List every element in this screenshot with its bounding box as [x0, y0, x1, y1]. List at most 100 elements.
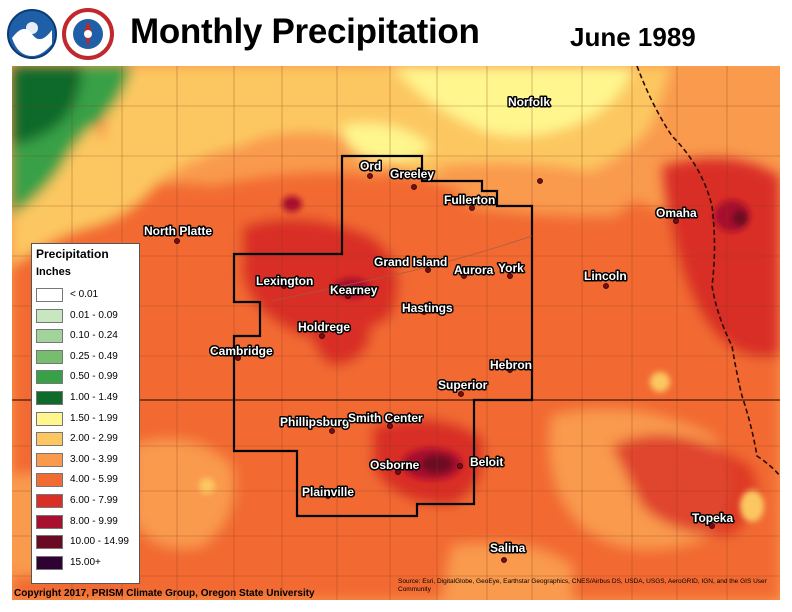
legend-swatch [36, 452, 63, 467]
city-label: Holdrege [298, 320, 350, 334]
legend-swatch [36, 432, 63, 447]
city-label: Lincoln [584, 269, 627, 283]
city-marker-icon [603, 283, 609, 289]
legend-item: 0.25 - 0.49 [36, 349, 140, 365]
city-fullerton: Fullerton [443, 192, 497, 211]
city-label: Norfolk [508, 95, 550, 109]
legend-label: 4.00 - 5.99 [70, 474, 118, 486]
city-label: North Platte [144, 224, 212, 238]
legend-item: 0.10 - 0.24 [36, 329, 140, 344]
city-norfolk: Norfolk [507, 94, 552, 184]
legend-label: 2.00 - 2.99 [70, 433, 118, 445]
city-label: Phillipsburg [280, 415, 349, 429]
city-marker-icon [425, 267, 431, 273]
legend-units: Inches [36, 266, 71, 278]
city-lexington: Lexington [255, 273, 315, 290]
city-omaha: Omaha [655, 205, 699, 224]
legend-title: Precipitation [36, 247, 109, 261]
city-marker-icon [507, 273, 513, 279]
legend-label: 6.00 - 7.99 [70, 495, 118, 506]
legend-label: 15.00+ [70, 556, 101, 568]
legend-swatch [36, 411, 63, 426]
city-north-platte: North Platte [143, 223, 214, 244]
precip-zone-6-8-omaha [662, 158, 780, 358]
city-marker-icon [235, 355, 241, 361]
city-hebron: Hebron [489, 357, 534, 374]
city-marker-icon [411, 184, 417, 190]
legend-item: < 0.01 [36, 288, 140, 303]
city-label: Aurora [454, 263, 494, 277]
precip-zone-6-8-central [242, 218, 399, 339]
noaa-logo-icon [7, 9, 57, 59]
city-marker-icon [329, 428, 335, 434]
city-salina: Salina [489, 540, 527, 563]
city-aurora: Aurora [453, 262, 495, 279]
legend-swatch [36, 329, 63, 344]
legend-item: 8.00 - 9.99 [36, 514, 140, 530]
city-label: Grand Island [374, 255, 447, 269]
city-marker-icon [458, 391, 464, 397]
legend-label: 0.50 - 0.99 [70, 371, 118, 383]
city-marker-icon [325, 493, 331, 499]
city-label: Kearney [330, 283, 378, 297]
precip-zone-2-3-spot-1 [650, 372, 670, 392]
city-label: York [498, 261, 524, 275]
legend-item: 1.00 - 1.49 [36, 391, 140, 406]
city-marker-icon [461, 273, 467, 279]
legend-swatch [36, 288, 63, 302]
city-marker-icon [387, 423, 393, 429]
city-label: Hastings [402, 301, 453, 315]
legend: Precipitation Inches < 0.01 0.01 - 0.09 0.… [31, 243, 140, 584]
precip-zone-3-4-southwest [132, 439, 234, 548]
city-holdrege: Holdrege [297, 319, 352, 339]
precip-zone-6-8-topeka [612, 434, 759, 536]
legend-swatch [36, 308, 63, 323]
city-phillipsburg: Phillipsburg [279, 414, 351, 434]
nws-logo-icon [62, 8, 114, 60]
precip-zone-1-2-ord [342, 123, 432, 162]
city-marker-icon [537, 178, 543, 184]
city-cambridge: Cambridge [209, 343, 275, 361]
city-plainville: Plainville [301, 484, 356, 501]
legend-item: 0.50 - 0.99 [36, 370, 140, 385]
city-marker-icon [174, 238, 180, 244]
legend-label: 10.00 - 14.99 [70, 536, 129, 548]
city-kearney: Kearney [329, 282, 379, 299]
city-marker-icon [395, 469, 401, 475]
cwa-boundary [232, 154, 534, 518]
city-marker-icon [673, 218, 679, 224]
legend-swatch [36, 494, 63, 508]
legend-swatch [36, 535, 63, 550]
city-topeka: Topeka [691, 510, 735, 529]
legend-label: 0.01 - 0.09 [70, 309, 118, 321]
precip-zone-3-4-salina [442, 543, 572, 600]
legend-item: 15.00+ [36, 555, 140, 571]
legend-item: 4.00 - 5.99 [36, 473, 140, 488]
precip-zone-10-15-omaha [732, 210, 748, 226]
city-greeley: Greeley [389, 166, 436, 190]
city-marker-icon [367, 173, 373, 179]
legend-swatch [36, 514, 63, 529]
city-osborne: Osborne [369, 457, 421, 475]
city-label: Fullerton [444, 193, 495, 207]
city-marker-icon [709, 523, 715, 529]
city-marker-icon [507, 367, 513, 373]
legend-item: 3.00 - 3.99 [36, 452, 140, 468]
map-title: Monthly Precipitation [130, 12, 480, 51]
city-label: Omaha [656, 206, 697, 220]
legend-swatch [36, 349, 63, 364]
city-marker-icon [345, 293, 351, 299]
legend-label: 1.00 - 1.49 [70, 392, 118, 403]
city-smith-center: Smith Center [347, 410, 425, 429]
city-label: Smith Center [348, 411, 423, 425]
footer: Copyright 2017, PRISM Climate Group, Ore… [0, 578, 792, 612]
city-label: Beloit [470, 455, 503, 469]
city-label: Hebron [490, 358, 532, 372]
city-label: Plainville [302, 485, 354, 499]
city-marker-icon [469, 205, 475, 211]
city-grand-island: Grand Island [373, 254, 449, 273]
city-label: Osborne [370, 458, 420, 472]
legend-item: 2.00 - 2.99 [36, 432, 140, 447]
legend-label: 1.50 - 1.99 [70, 412, 118, 424]
platte-river [271, 235, 533, 302]
